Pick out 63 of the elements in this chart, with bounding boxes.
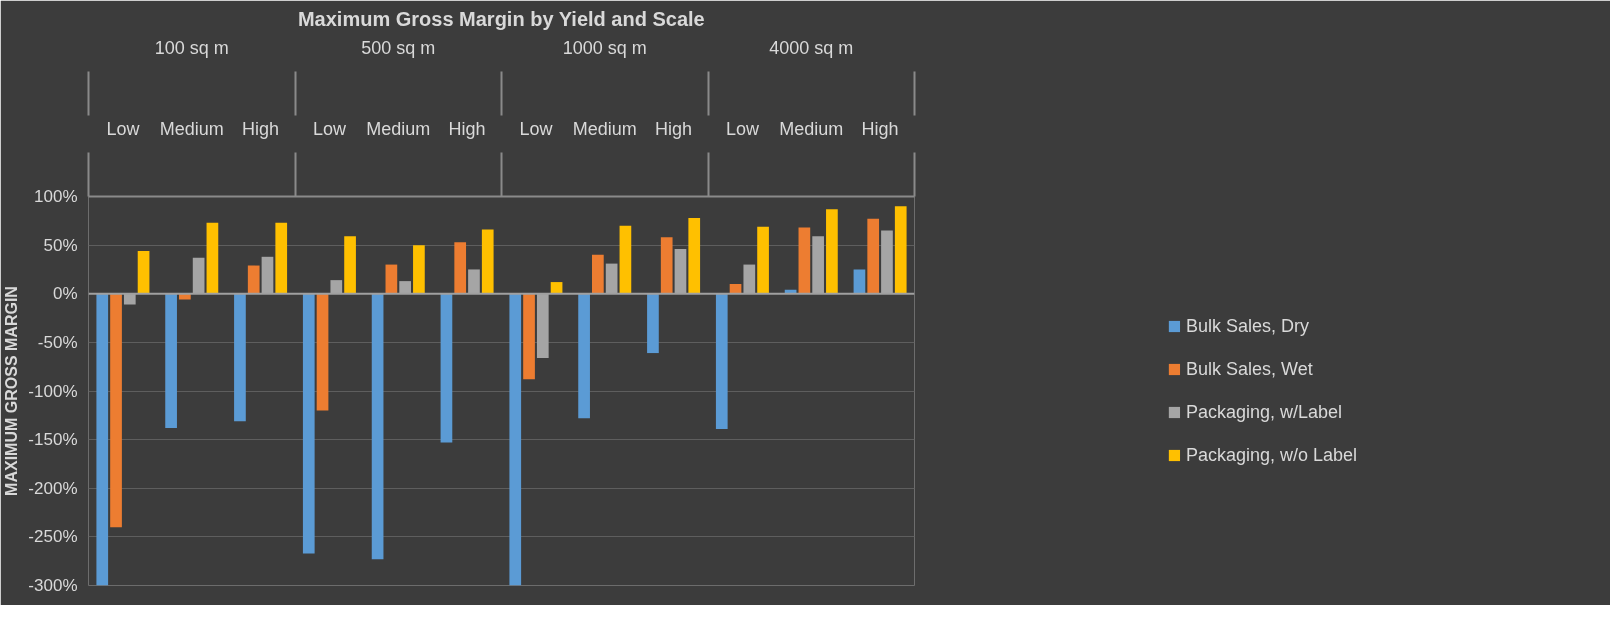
x-tick-label: Low [725, 118, 760, 139]
x-tick-label: High [242, 118, 280, 139]
bar [660, 237, 673, 294]
y-tick-label: -100% [28, 381, 78, 401]
y-tick-label: 50% [43, 235, 78, 255]
x-tick-label: Medium [159, 118, 224, 139]
y-axis-title: MAXIMUM GROSS MARGIN [3, 286, 21, 496]
text: 1000 sq m [562, 37, 647, 58]
bar [578, 293, 590, 419]
bar [619, 225, 632, 294]
bar [371, 293, 384, 560]
bar [592, 254, 604, 294]
y-tick-label: 0% [52, 284, 78, 304]
bar [481, 229, 494, 294]
bar [247, 265, 260, 294]
bar [234, 293, 246, 422]
legend-label: Packaging, w/o Label [1185, 444, 1358, 466]
bar [110, 293, 122, 528]
text: 4000 sq m [769, 37, 854, 58]
bar [165, 293, 177, 428]
bar [440, 293, 453, 443]
y-tick-label: 100% [34, 187, 78, 206]
text: 500 sq m [361, 37, 436, 58]
x-tick-label: Medium [572, 118, 637, 139]
x-tick-label: Low [519, 118, 554, 139]
x-tick-label: Low [106, 118, 141, 139]
bar [96, 293, 109, 586]
x-tick-label: Medium [366, 118, 431, 139]
bar [302, 293, 315, 554]
chart-title: Maximum Gross Margin by Yield and Scale [297, 7, 705, 30]
bar [275, 222, 288, 294]
bar [454, 242, 467, 294]
y-tick-label: -300% [28, 576, 78, 595]
bar [316, 293, 329, 411]
legend-label: Packaging, w/Label [1185, 401, 1343, 423]
bar [206, 222, 219, 294]
bar [867, 218, 880, 294]
text: 100 sq m [154, 37, 229, 58]
y-tick-label: -50% [37, 332, 78, 352]
bar [647, 293, 659, 354]
bar [826, 209, 838, 294]
bar [385, 264, 398, 294]
y-tick-label: -150% [28, 430, 78, 450]
legend-label: Bulk Sales, Dry [1185, 315, 1309, 337]
y-tick-label: -250% [28, 527, 78, 547]
bar [798, 227, 811, 294]
x-tick-label: Medium [779, 118, 844, 139]
bar [894, 206, 907, 294]
bar [509, 293, 522, 586]
x-tick-label: High [655, 118, 693, 139]
x-tick-label: Low [312, 118, 347, 139]
x-tick-label: High [861, 118, 899, 139]
bar [413, 245, 425, 294]
bar [757, 226, 769, 294]
x-tick-label: High [448, 118, 486, 139]
bar [344, 236, 356, 294]
bar [715, 293, 728, 429]
y-tick-label: -200% [28, 478, 78, 498]
bar [523, 293, 535, 380]
bar [688, 217, 701, 294]
legend-label: Bulk Sales, Wet [1185, 358, 1313, 380]
bar [137, 250, 150, 294]
bar [853, 269, 866, 294]
